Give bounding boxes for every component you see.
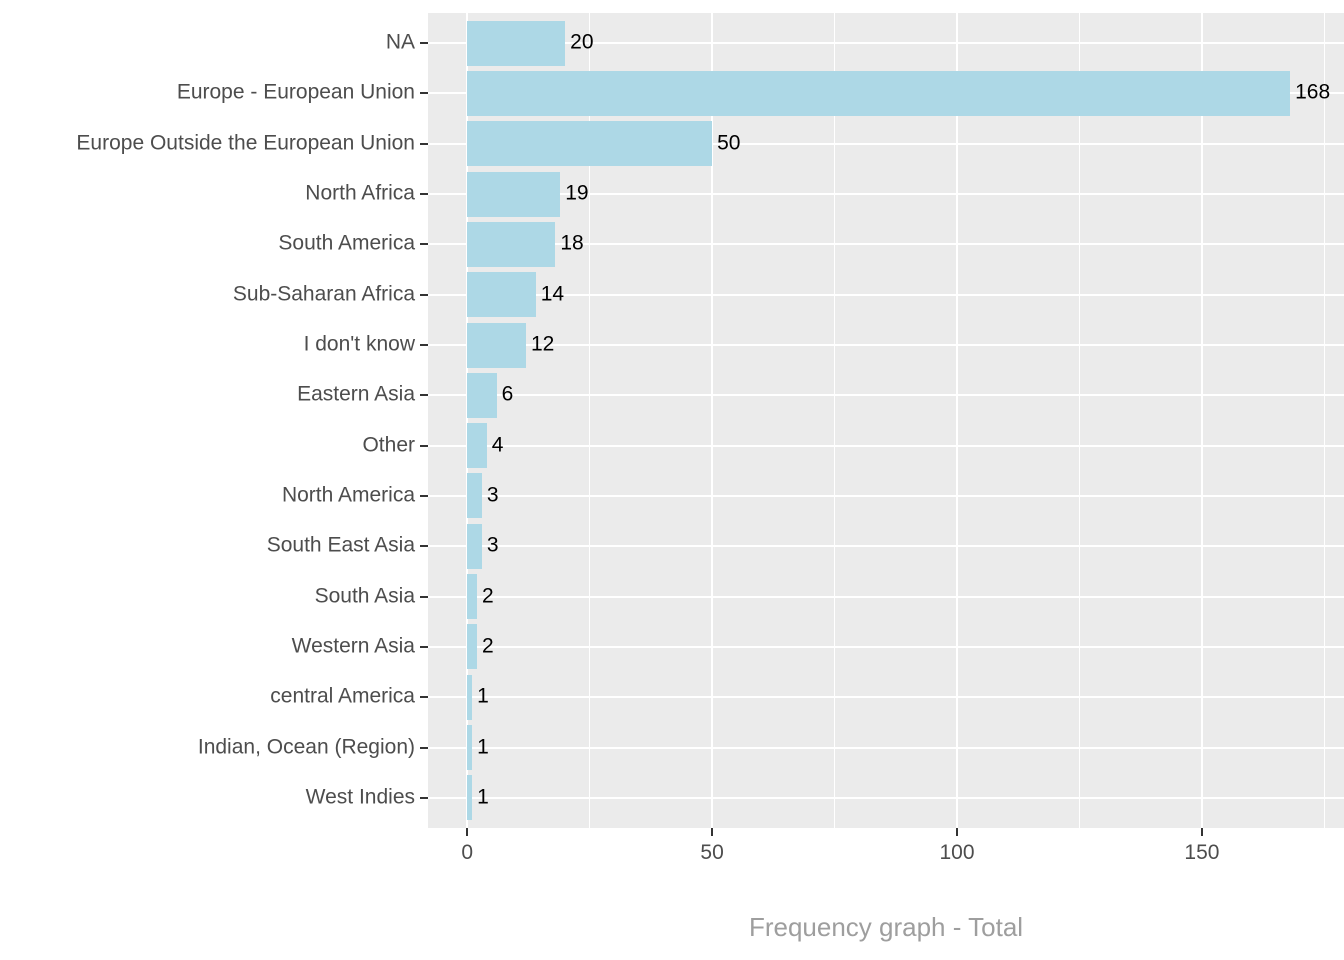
- bar-value-label: 14: [540, 282, 565, 306]
- y-tick-mark: [420, 193, 428, 196]
- bar-Sub-Saharan Africa: [467, 272, 536, 318]
- y-tick-mark: [420, 394, 428, 397]
- y-axis-label: North Africa: [305, 181, 415, 205]
- x-tick-mark: [466, 828, 469, 836]
- y-axis-label: central America: [270, 684, 415, 708]
- v-gridline-minor: [589, 13, 591, 828]
- bar-value-label: 4: [491, 433, 504, 457]
- y-axis-label: I don't know: [303, 332, 415, 356]
- y-tick-mark: [420, 645, 428, 648]
- h-gridline: [428, 42, 1344, 45]
- bar-Eastern Asia: [467, 372, 497, 418]
- bar-Indian, Ocean (Region): [467, 725, 473, 770]
- h-gridline: [428, 494, 1344, 497]
- y-axis-label: Europe - European Union: [176, 81, 415, 105]
- plot-panel: [428, 13, 1344, 828]
- bar-value-label: 20: [570, 30, 594, 54]
- h-gridline: [428, 595, 1344, 598]
- bar-South America: [467, 221, 556, 267]
- v-gridline-minor: [1323, 13, 1325, 828]
- bar-Europe - European Union: [467, 70, 1291, 116]
- v-gridline-minor: [834, 13, 836, 828]
- h-gridline: [428, 545, 1344, 548]
- y-tick-mark: [420, 92, 428, 95]
- bar-North Africa: [467, 171, 561, 217]
- bar-value-label: 6: [501, 382, 514, 406]
- bar-value-label: 18: [560, 231, 584, 255]
- bar-value-label: 12: [530, 332, 555, 356]
- x-tick-label: 50: [700, 841, 724, 864]
- y-tick-mark: [420, 42, 428, 45]
- bar-value-label: 2: [481, 584, 494, 608]
- h-gridline: [428, 696, 1344, 699]
- y-tick-mark: [420, 545, 428, 548]
- y-tick-mark: [420, 494, 428, 497]
- y-axis-label: Indian, Ocean (Region): [197, 735, 415, 759]
- y-tick-mark: [420, 595, 428, 598]
- y-tick-mark: [420, 696, 428, 699]
- h-gridline: [428, 444, 1344, 447]
- y-axis-label: South Asia: [314, 584, 415, 608]
- v-gridline-major: [956, 13, 959, 828]
- y-axis-label: Europe Outside the European Union: [76, 131, 415, 155]
- bar-value-label: 168: [1295, 81, 1331, 105]
- h-gridline: [428, 142, 1344, 145]
- y-axis-label: West Indies: [305, 785, 415, 809]
- bar-Other: [467, 423, 487, 469]
- x-tick-mark: [1200, 828, 1203, 836]
- y-axis-label: South America: [278, 231, 415, 255]
- h-gridline: [428, 193, 1344, 196]
- y-axis-label: Western Asia: [291, 634, 415, 658]
- y-tick-mark: [420, 344, 428, 347]
- bar-value-label: 1: [477, 684, 489, 708]
- bar-value-label: 2: [481, 634, 494, 658]
- y-tick-mark: [420, 243, 428, 246]
- bar-West Indies: [467, 775, 473, 821]
- bar-value-label: 3: [486, 483, 499, 507]
- bar-value-label: 1: [477, 735, 489, 759]
- y-axis-label: NA: [385, 30, 415, 54]
- y-axis-label: South East Asia: [266, 533, 415, 557]
- h-gridline: [428, 243, 1344, 246]
- x-tick-label: 100: [939, 841, 975, 864]
- y-tick-mark: [420, 796, 428, 799]
- y-axis-label: Sub-Saharan Africa: [232, 282, 415, 306]
- y-tick-mark: [420, 293, 428, 296]
- bar-Western Asia: [467, 624, 477, 670]
- h-gridline: [428, 344, 1344, 347]
- h-gridline: [428, 645, 1344, 648]
- v-gridline-major: [466, 13, 469, 828]
- y-axis-label: North America: [281, 483, 415, 507]
- y-axis-label: Eastern Asia: [297, 382, 415, 406]
- bar-value-label: 3: [486, 533, 499, 557]
- bar-NA: [467, 20, 566, 66]
- h-gridline: [428, 293, 1344, 296]
- h-gridline: [428, 394, 1344, 397]
- x-tick-label: 0: [461, 841, 474, 864]
- v-gridline-minor: [1078, 13, 1080, 828]
- bar-central America: [467, 674, 473, 720]
- x-axis-title: Frequency graph - Total: [748, 912, 1024, 942]
- x-tick-mark: [711, 828, 714, 836]
- bar-value-label: 1: [477, 785, 489, 809]
- y-axis-label: Other: [362, 433, 415, 457]
- v-gridline-major: [1200, 13, 1203, 828]
- bar-Europe Outside the European Union: [467, 121, 713, 167]
- y-tick-mark: [420, 746, 428, 749]
- x-tick-label: 150: [1184, 841, 1220, 864]
- bar-value-label: 19: [565, 181, 589, 205]
- y-tick-mark: [420, 142, 428, 145]
- bar-value-label: 50: [717, 131, 741, 155]
- h-gridline: [428, 746, 1344, 749]
- y-tick-mark: [420, 444, 428, 447]
- bar-South Asia: [467, 574, 477, 620]
- bar-South East Asia: [467, 523, 482, 569]
- bar-North America: [467, 473, 482, 519]
- x-tick-mark: [956, 828, 959, 836]
- h-gridline: [428, 796, 1344, 799]
- v-gridline-major: [711, 13, 714, 828]
- bar-I don't know: [467, 322, 526, 368]
